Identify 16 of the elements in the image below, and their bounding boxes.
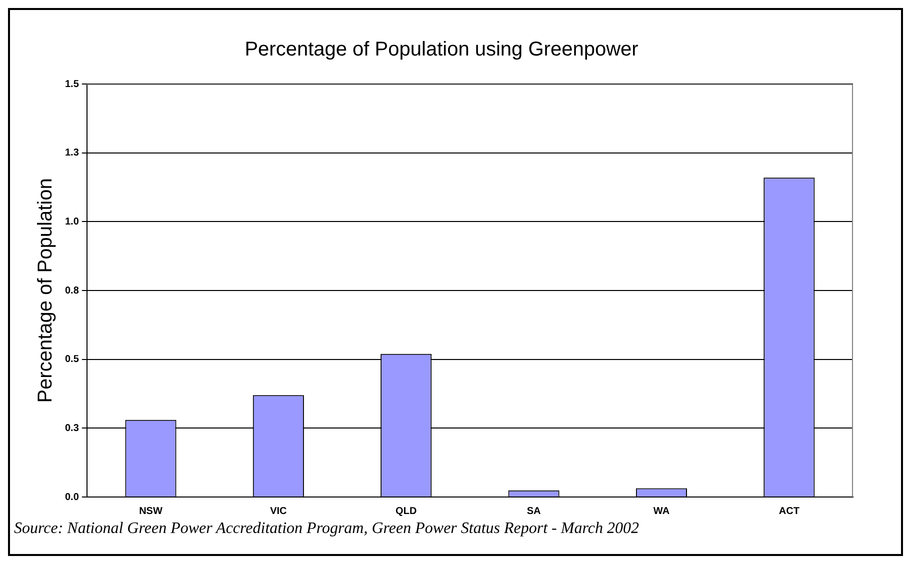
y-axis-title: Percentage of Population — [34, 178, 57, 403]
x-tick-label: NSW — [139, 506, 163, 517]
x-tick-label: SA — [526, 506, 541, 517]
y-tick-label: 1.0 — [64, 216, 80, 228]
source-note: Source: National Green Power Accreditation Program, Green Power Status Report - March 2002 — [13, 520, 640, 538]
x-tick-label: QLD — [396, 506, 417, 517]
y-tick-label: 0.5 — [64, 354, 80, 366]
x-tick-label: WA — [653, 506, 670, 517]
y-tick-label: 0.3 — [64, 422, 80, 434]
y-tick-label: 1.5 — [64, 78, 80, 90]
y-tick-label: 1.3 — [64, 148, 80, 159]
chart-title: Percentage of Population using Greenpower — [244, 38, 639, 61]
y-tick-label: 0.8 — [64, 285, 80, 296]
y-tick-label: 0.0 — [64, 492, 80, 503]
x-tick-label: VIC — [270, 506, 287, 517]
x-tick-label: ACT — [778, 506, 800, 517]
